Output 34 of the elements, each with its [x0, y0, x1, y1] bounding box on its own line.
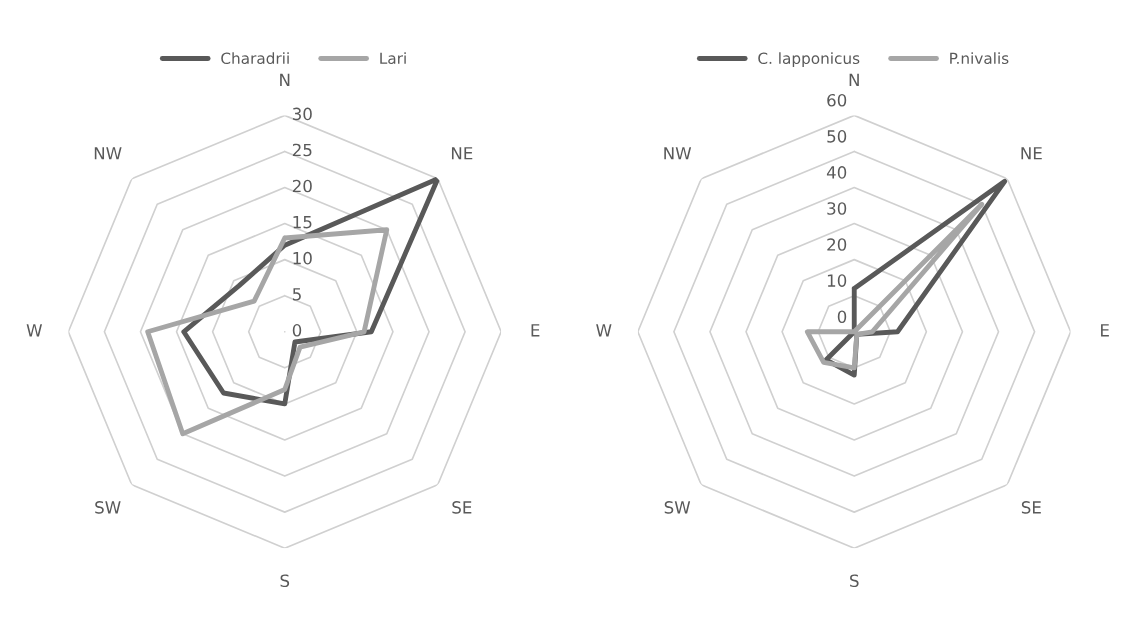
y-tick-label: 20 [827, 238, 847, 251]
spoke-label: W [26, 324, 43, 337]
y-tick-label: 15 [293, 216, 312, 229]
y-tick-label: 30 [292, 107, 312, 121]
spoke-label: SE [1021, 501, 1041, 514]
spoke-label: E [1101, 324, 1109, 337]
y-tick-label: 0 [292, 324, 302, 337]
y-tick-label: 5 [292, 288, 301, 301]
legend-label: C. lapponicus [758, 52, 860, 67]
y-tick-label: 30 [827, 202, 847, 215]
y-tick-label: 60 [827, 93, 847, 107]
spoke-label: S [850, 574, 859, 588]
y-tick-label: 10 [827, 274, 847, 287]
spoke-label: NE [1021, 147, 1042, 160]
spoke-label: SW [95, 501, 121, 514]
legend-label: Lari [380, 52, 406, 65]
y-tick-label: 20 [292, 179, 312, 193]
spoke-label: NW [94, 147, 122, 160]
y-tick-label: 10 [293, 251, 312, 265]
spoke-label: E [531, 324, 540, 337]
spoke-label: NE [451, 147, 473, 160]
spoke-label: W [596, 324, 612, 337]
y-tick-label: 25 [292, 143, 312, 157]
legend-label: P.nivalis [950, 52, 1009, 65]
spoke-label: SE [452, 501, 472, 514]
spoke-label: S [280, 574, 290, 588]
spoke-label: NW [664, 147, 692, 160]
spoke-label: SW [664, 501, 691, 514]
y-tick-label: 50 [827, 130, 847, 143]
y-tick-label: 0 [837, 310, 847, 323]
legend-label: Charadrii [221, 52, 289, 65]
spoke-label: N [280, 73, 290, 86]
spoke-label: N [849, 73, 859, 86]
y-tick-label: 40 [826, 166, 847, 179]
